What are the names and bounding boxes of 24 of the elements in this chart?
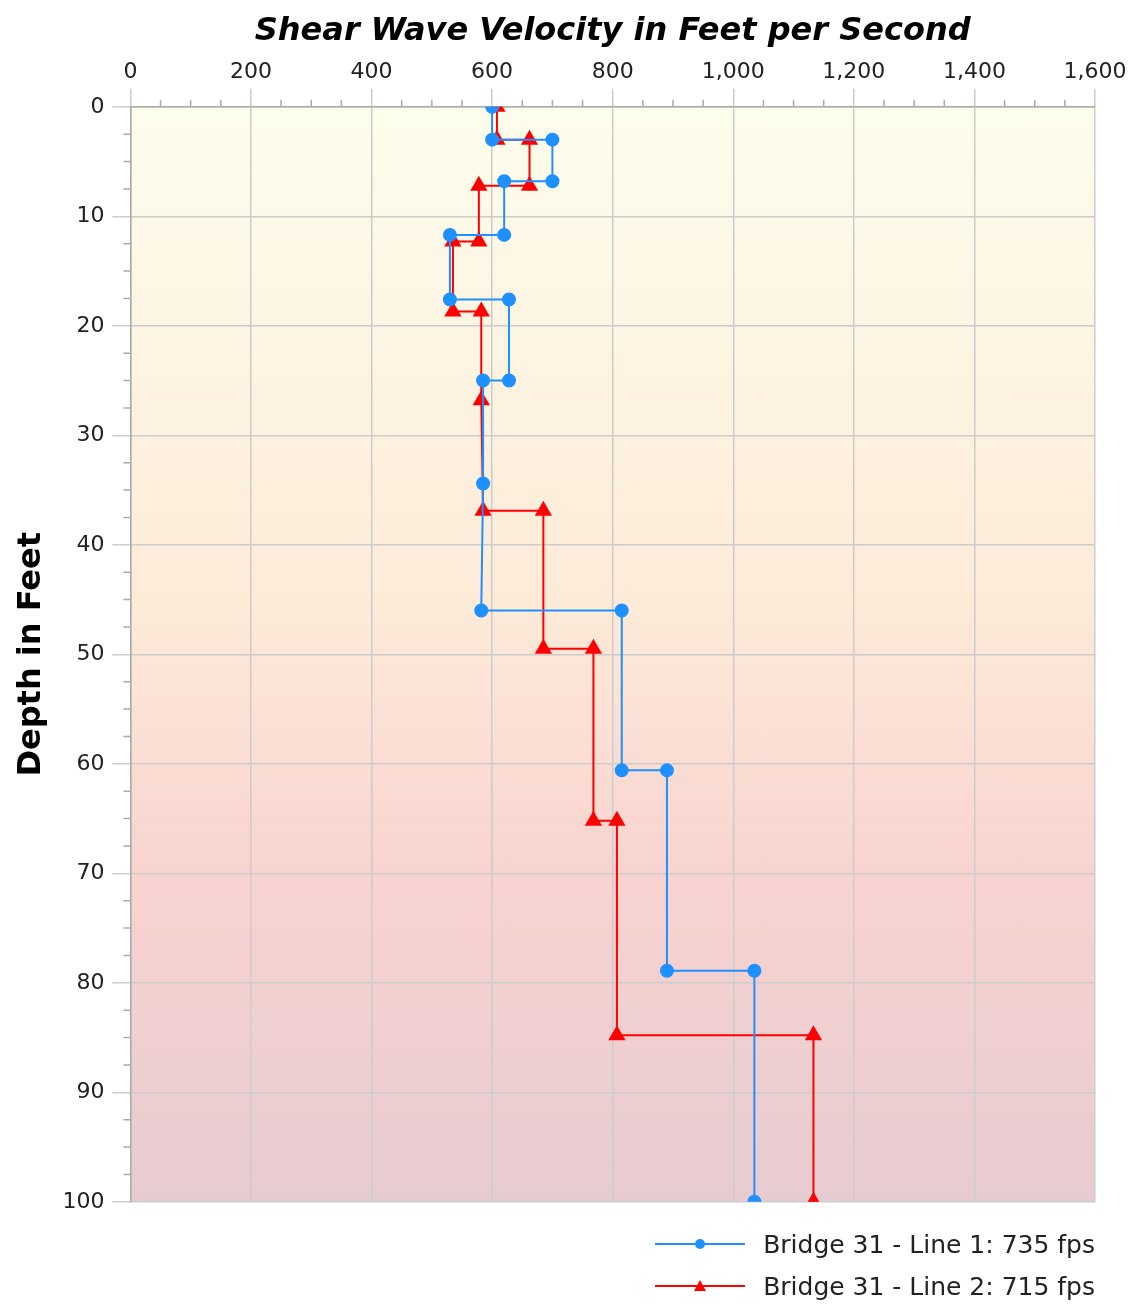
x-tick-label: 1,000	[701, 58, 765, 84]
y-tick-label: 60	[76, 749, 105, 775]
x-axis-title: Shear Wave Velocity in Feet per Second	[254, 9, 972, 48]
legend-label: Bridge 31 - Line 1: 735 fps	[763, 1229, 1095, 1259]
y-tick-label: 40	[76, 530, 105, 556]
x-tick-label: 600	[471, 58, 514, 84]
legend-label: Bridge 31 - Line 2: 715 fps	[763, 1271, 1095, 1301]
y-tick-label: 80	[76, 968, 105, 994]
y-tick-label: 90	[76, 1078, 105, 1104]
x-tick-label: 0	[123, 58, 138, 84]
y-tick-label: 10	[76, 202, 105, 228]
y-tick-label: 50	[76, 640, 105, 666]
x-tick-label: 1,600	[1063, 58, 1127, 84]
y-axis-title: Depth in Feet	[9, 532, 48, 777]
x-tick-label: 800	[591, 58, 634, 84]
y-tick-label: 70	[76, 859, 105, 885]
y-tick-label: 0	[90, 92, 105, 118]
x-tick-label: 200	[229, 58, 272, 84]
y-tick-label: 20	[76, 311, 105, 337]
x-tick-label: 1,200	[822, 58, 886, 84]
y-tick-label: 30	[76, 421, 105, 447]
y-tick-label: 100	[62, 1187, 105, 1213]
x-tick-label: 400	[350, 58, 393, 84]
x-tick-label: 1,400	[942, 58, 1006, 84]
